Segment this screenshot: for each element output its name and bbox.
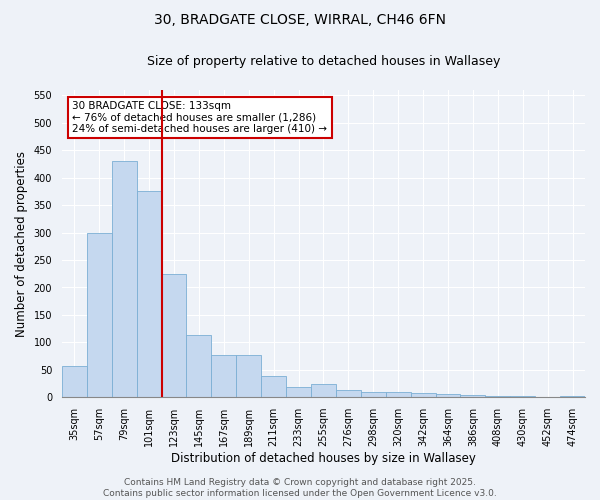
Bar — [361, 392, 386, 397]
Bar — [311, 384, 336, 397]
Title: Size of property relative to detached houses in Wallasey: Size of property relative to detached ho… — [147, 55, 500, 68]
Bar — [560, 396, 585, 397]
Bar — [261, 376, 286, 397]
Bar — [386, 392, 410, 397]
Bar — [336, 390, 361, 397]
Bar — [535, 396, 560, 397]
Text: 30, BRADGATE CLOSE, WIRRAL, CH46 6FN: 30, BRADGATE CLOSE, WIRRAL, CH46 6FN — [154, 12, 446, 26]
Bar — [436, 394, 460, 397]
Text: Contains HM Land Registry data © Crown copyright and database right 2025.
Contai: Contains HM Land Registry data © Crown c… — [103, 478, 497, 498]
Bar — [161, 274, 187, 397]
X-axis label: Distribution of detached houses by size in Wallasey: Distribution of detached houses by size … — [171, 452, 476, 465]
Bar — [460, 395, 485, 397]
Bar — [112, 162, 137, 397]
Bar — [87, 232, 112, 397]
Bar — [137, 192, 161, 397]
Y-axis label: Number of detached properties: Number of detached properties — [15, 150, 28, 336]
Bar — [236, 355, 261, 397]
Bar — [187, 335, 211, 397]
Bar — [62, 366, 87, 397]
Bar — [410, 394, 436, 397]
Bar — [211, 355, 236, 397]
Bar — [286, 388, 311, 397]
Bar — [485, 396, 510, 397]
Text: 30 BRADGATE CLOSE: 133sqm
← 76% of detached houses are smaller (1,286)
24% of se: 30 BRADGATE CLOSE: 133sqm ← 76% of detac… — [73, 101, 328, 134]
Bar — [510, 396, 535, 397]
